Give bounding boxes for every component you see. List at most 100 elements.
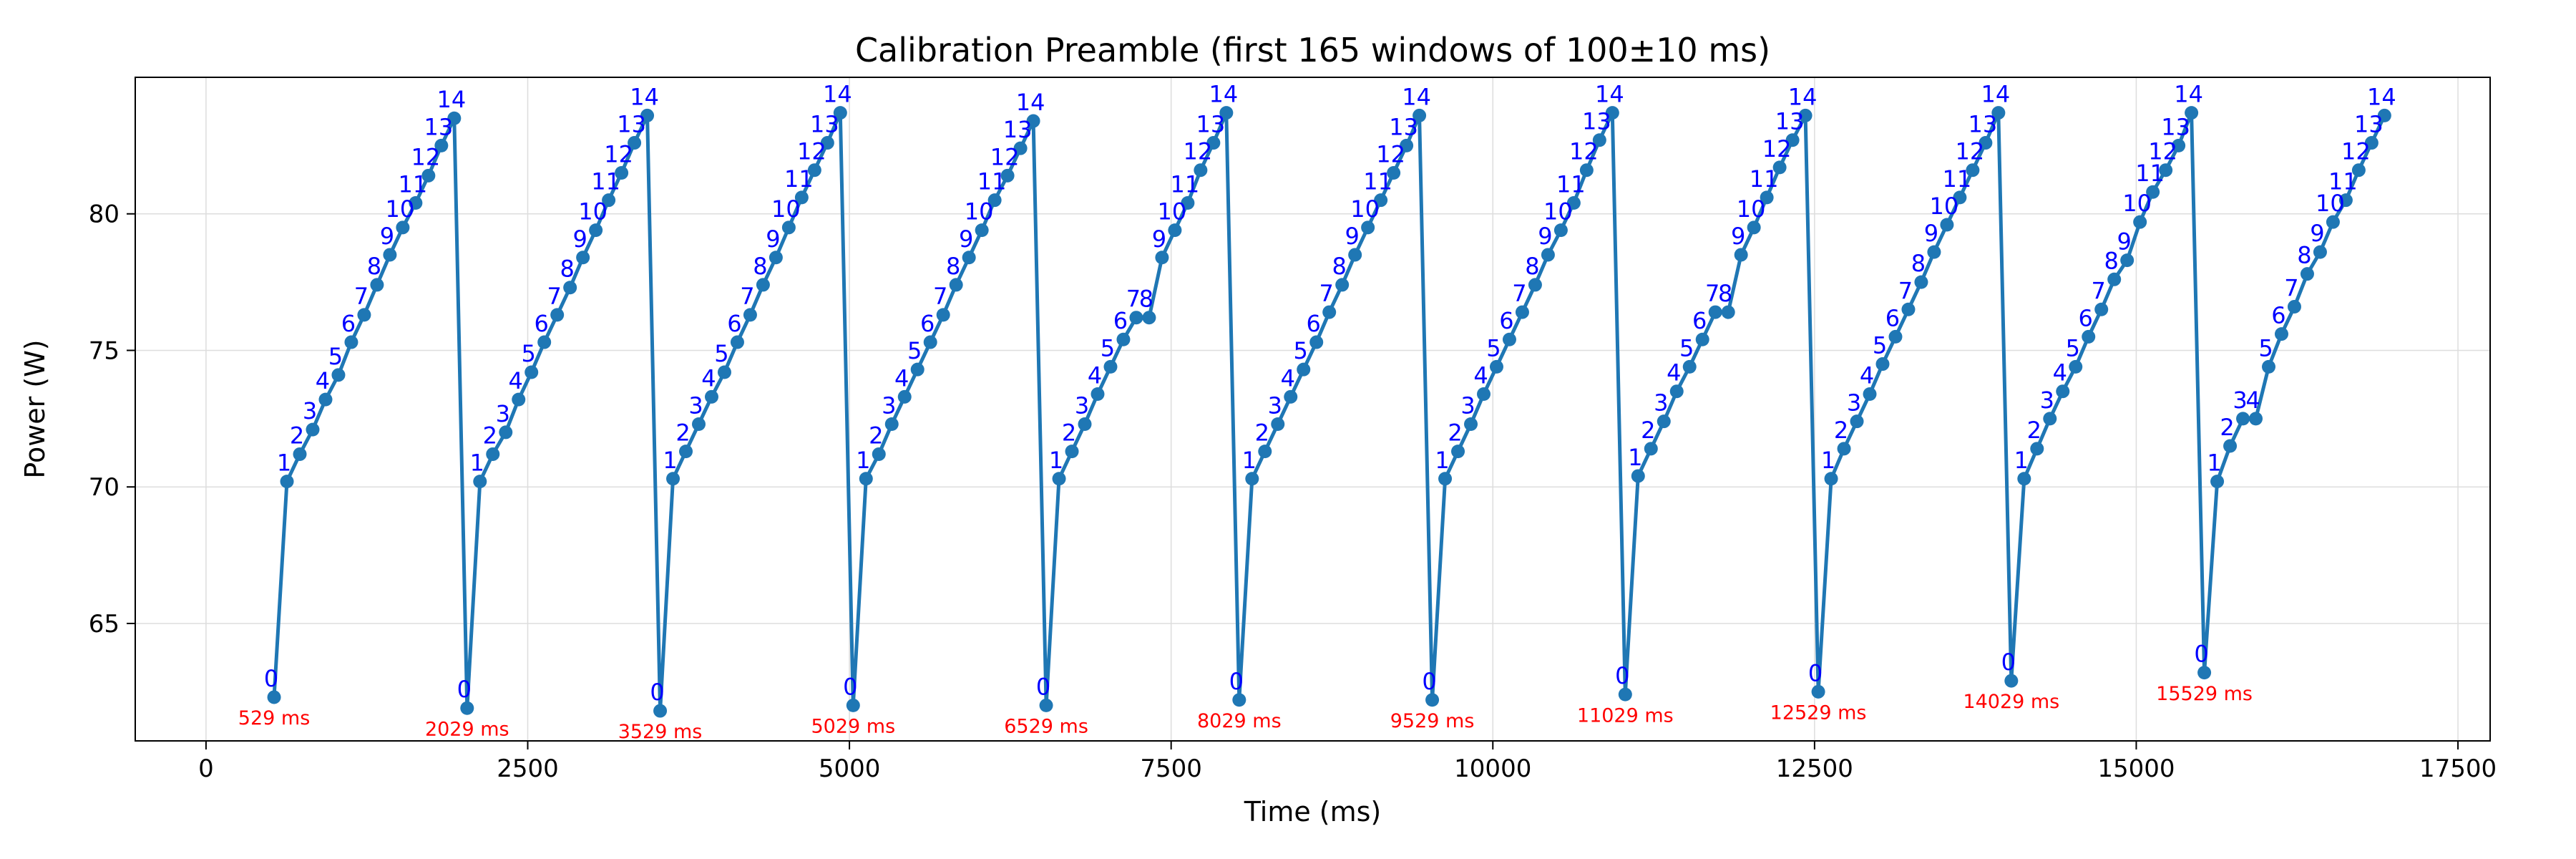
point-index-label: 4 (1088, 362, 1102, 389)
data-point (1400, 138, 1414, 152)
data-point (1232, 693, 1246, 707)
data-point (1052, 472, 1066, 486)
data-point (1091, 387, 1105, 402)
data-point (602, 193, 616, 208)
point-labels: 0123456789101112131401234567891011121314… (264, 81, 2396, 706)
data-point (1824, 472, 1838, 486)
data-point (1785, 133, 1800, 147)
point-index-label: 8 (753, 253, 767, 280)
point-index-label: 13 (617, 111, 646, 138)
point-index-label: 8 (1718, 280, 1732, 307)
data-point (794, 190, 809, 205)
point-index-label: 11 (1750, 165, 1779, 193)
point-index-label: 7 (2092, 277, 2106, 304)
point-index-label: 10 (1737, 195, 1766, 223)
x-tick-label: 12500 (1776, 754, 1853, 783)
point-index-label: 6 (727, 310, 741, 337)
point-index-label: 8 (2297, 242, 2311, 269)
x-tick-label: 2500 (497, 754, 559, 783)
point-index-label: 13 (424, 113, 453, 140)
series-layer (267, 106, 2391, 718)
point-index-label: 1 (2207, 450, 2221, 477)
data-point (1078, 417, 1092, 431)
point-index-label: 3 (496, 400, 510, 427)
data-point (512, 392, 526, 407)
point-index-label: 12 (1956, 138, 1985, 165)
data-point (563, 281, 577, 295)
data-point (1798, 108, 1813, 122)
data-point (486, 447, 500, 461)
point-index-label: 1 (1628, 444, 1642, 471)
point-index-label: 3 (1460, 392, 1475, 419)
data-point (1258, 445, 1272, 459)
point-index-label: 3 (1654, 389, 1668, 417)
data-point (1425, 693, 1440, 707)
data-point (2030, 442, 2044, 456)
data-point (1361, 220, 1375, 235)
x-tick-label: 17500 (2419, 754, 2497, 783)
data-point (2159, 163, 2173, 178)
data-point (872, 447, 886, 461)
data-point (1168, 223, 1182, 238)
data-point (2377, 108, 2391, 122)
data-point (280, 475, 294, 489)
point-index-label: 8 (560, 256, 574, 283)
point-index-label: 6 (920, 310, 935, 337)
data-point (1644, 442, 1658, 456)
point-index-label: 12 (1762, 135, 1792, 162)
data-point (1309, 335, 1324, 349)
point-index-label: 8 (1911, 250, 1926, 277)
data-point (666, 472, 680, 486)
data-point (1772, 160, 1787, 175)
data-point (2056, 384, 2070, 399)
window-start-label: 3529 ms (618, 721, 703, 743)
point-index-label: 3 (2233, 387, 2247, 414)
data-point (1747, 220, 1761, 235)
data-point (1065, 445, 1079, 459)
point-index-label: 4 (316, 367, 330, 394)
x-tick-label: 0 (198, 754, 214, 783)
point-index-label: 12 (1569, 138, 1599, 165)
data-point (653, 704, 668, 718)
point-index-label: 12 (2148, 138, 2177, 165)
data-point (781, 220, 796, 235)
data-point (1721, 305, 1735, 319)
y-tick-label: 70 (89, 473, 119, 502)
point-index-label: 9 (1538, 223, 1552, 250)
point-index-label: 11 (977, 168, 1007, 195)
point-index-label: 9 (2310, 220, 2324, 247)
point-index-label: 6 (2271, 302, 2285, 329)
point-index-label: 10 (771, 195, 801, 223)
point-index-label: 3 (1847, 389, 1861, 417)
data-point (1297, 362, 1311, 377)
point-index-label: 6 (535, 310, 549, 337)
point-index-label: 4 (1281, 364, 1295, 392)
point-index-label: 4 (2245, 387, 2260, 414)
data-point (1335, 278, 1350, 292)
y-tick-label: 75 (89, 336, 119, 365)
data-point (1940, 218, 1954, 232)
point-index-label: 4 (1860, 362, 1874, 389)
point-index-label: 8 (2104, 247, 2119, 274)
data-point (1103, 359, 1118, 374)
data-point (409, 195, 423, 210)
window-start-label: 5029 ms (811, 716, 895, 738)
data-point (962, 251, 976, 265)
point-index-label: 0 (264, 665, 278, 692)
data-point (1888, 329, 1903, 344)
data-point (1605, 106, 1619, 120)
point-index-label: 0 (2001, 649, 2016, 676)
point-index-label: 11 (591, 168, 620, 195)
point-index-label: 13 (1968, 111, 1998, 138)
data-point (473, 475, 487, 489)
point-index-label: 13 (2161, 113, 2190, 140)
data-point (537, 335, 552, 349)
point-index-label: 5 (1873, 332, 1887, 359)
data-point (447, 111, 462, 125)
point-index-label: 6 (1692, 307, 1707, 334)
data-point (692, 417, 706, 431)
point-index-label: 9 (380, 223, 394, 250)
point-index-label: 6 (1499, 307, 1513, 334)
point-index-label: 2 (1448, 419, 1462, 447)
point-index-label: 5 (1679, 334, 1694, 361)
